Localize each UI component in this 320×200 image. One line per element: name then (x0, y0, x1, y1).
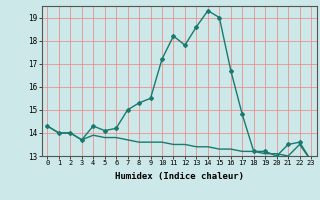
X-axis label: Humidex (Indice chaleur): Humidex (Indice chaleur) (115, 172, 244, 181)
